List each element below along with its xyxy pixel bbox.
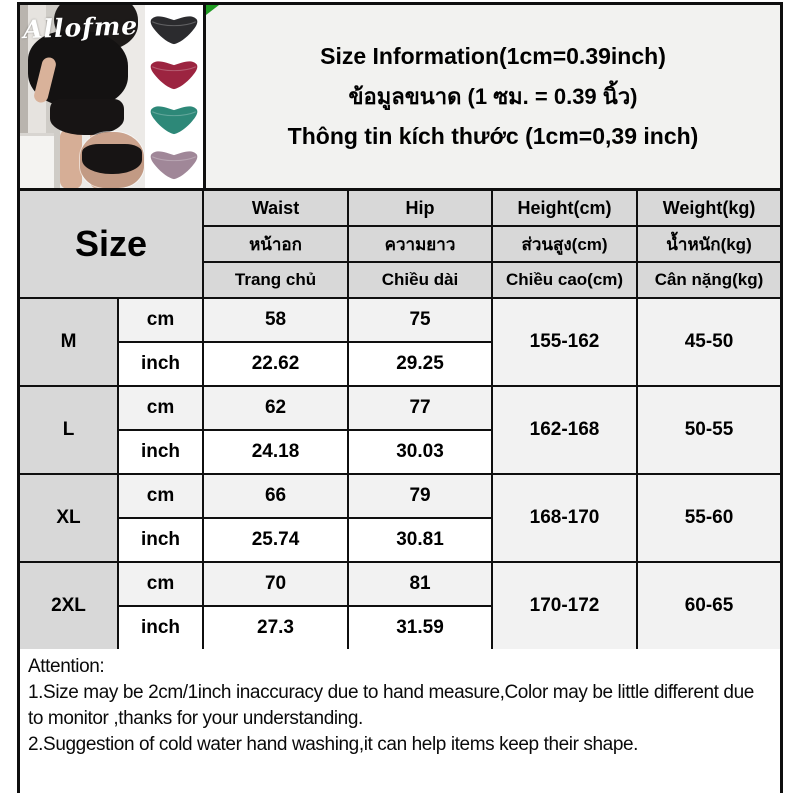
hip-inch-xl: 30.81 xyxy=(347,517,494,563)
color-swatches xyxy=(145,5,203,188)
panty-swatch-teal xyxy=(150,106,198,135)
weight-l: 50-55 xyxy=(636,385,781,475)
black-lace-panty xyxy=(50,99,124,135)
col-header-hip-th: ความยาว xyxy=(347,225,494,263)
hip-cm-l: 77 xyxy=(347,385,494,431)
col-header-height-vi: Chiều cao(cm) xyxy=(491,261,639,299)
col-header-weight-vi: Cân nặng(kg) xyxy=(636,261,781,299)
panty-swatch-mauve xyxy=(150,151,198,180)
col-header-waist-vi: Trang chủ xyxy=(202,261,350,299)
col-header-height-th: ส่วนสูง(cm) xyxy=(491,225,639,263)
product-photo: Allofme xyxy=(20,5,206,188)
header-row-en: Size Waist Hip Height(cm) Weight(kg) xyxy=(20,191,781,299)
hip-inch-l: 30.03 xyxy=(347,429,494,475)
hip-cm-2xl: 81 xyxy=(347,561,494,607)
green-corner-marker xyxy=(206,5,219,15)
col-header-waist: Waist xyxy=(202,191,350,227)
col-header-hip-vi: Chiều dài xyxy=(347,261,494,299)
kitchen-counter xyxy=(20,133,54,188)
hip-cm-m: 75 xyxy=(347,297,494,343)
content-frame: Allofme xyxy=(17,2,783,800)
waist-inch-xl: 25.74 xyxy=(202,517,350,563)
height-l: 162-168 xyxy=(491,385,639,475)
size-header-cell: Size xyxy=(20,191,205,299)
hip-inch-m: 29.25 xyxy=(347,341,494,387)
model-leg xyxy=(60,129,82,188)
size-info-title-block: Size Information(1cm=0.39inch) ข้อมูลขนา… xyxy=(206,5,780,188)
header-row-th: หน้าอก ความยาว ส่วนสูง(cm) น้ำหนัก(kg) xyxy=(20,225,781,263)
waist-cm-xl: 66 xyxy=(202,473,350,519)
col-header-weight: Weight(kg) xyxy=(636,191,781,227)
unit-inch: inch xyxy=(116,429,205,475)
height-xl: 168-170 xyxy=(491,473,639,563)
unit-cm: cm xyxy=(116,297,205,343)
unit-cm: cm xyxy=(116,385,205,431)
row-l-cm: L cm 62 77 162-168 50-55 xyxy=(20,385,781,475)
title-vietnamese: Thông tin kích thước (1cm=0,39 inch) xyxy=(287,123,699,149)
hip-cm-xl: 79 xyxy=(347,473,494,519)
attention-note-2: 2.Suggestion of cold water hand washing,… xyxy=(28,734,639,755)
unit-inch: inch xyxy=(116,341,205,387)
unit-inch: inch xyxy=(116,605,205,649)
panty-swatch-burgundy xyxy=(150,61,198,90)
attention-notes: Attention: 1.Size may be 2cm/1inch inacc… xyxy=(20,649,780,800)
weight-2xl: 60-65 xyxy=(636,561,781,649)
model-photo: Allofme xyxy=(20,5,145,188)
black-lace-panty-back xyxy=(82,144,142,174)
col-header-waist-th: หน้าอก xyxy=(202,225,350,263)
brand-logo: Allofme xyxy=(22,11,139,45)
weight-m: 45-50 xyxy=(636,297,781,387)
waist-inch-2xl: 27.3 xyxy=(202,605,350,649)
title-thai: ข้อมูลขนาด (1 ซม. = 0.39 นิ้ว) xyxy=(348,84,638,109)
size-label-m: M xyxy=(20,297,119,387)
col-header-hip: Hip xyxy=(347,191,494,227)
waist-cm-l: 62 xyxy=(202,385,350,431)
unit-cm: cm xyxy=(116,561,205,607)
row-2xl-inch: inch 27.3 31.59 xyxy=(20,605,780,649)
top-section: Allofme xyxy=(20,5,780,191)
row-2xl-cm: 2XL cm 70 81 170-172 60-65 xyxy=(20,561,781,649)
size-label-xl: XL xyxy=(20,473,119,563)
col-header-height: Height(cm) xyxy=(491,191,639,227)
size-label-l: L xyxy=(20,385,119,475)
waist-cm-2xl: 70 xyxy=(202,561,350,607)
size-table: Size Waist Hip Height(cm) Weight(kg) หน้… xyxy=(20,191,781,649)
title-english: Size Information(1cm=0.39inch) xyxy=(320,43,666,69)
hip-inch-2xl: 31.59 xyxy=(347,605,494,649)
row-m-inch: inch 22.62 29.25 xyxy=(20,341,780,387)
waist-inch-m: 22.62 xyxy=(202,341,350,387)
height-m: 155-162 xyxy=(491,297,639,387)
waist-inch-l: 24.18 xyxy=(202,429,350,475)
row-xl-inch: inch 25.74 30.81 xyxy=(20,517,780,563)
row-l-inch: inch 24.18 30.03 xyxy=(20,429,780,475)
back-view-inset-photo xyxy=(80,132,144,188)
header-row-vi: Trang chủ Chiều dài Chiều cao(cm) Cân nặ… xyxy=(20,261,781,299)
panty-swatch-black xyxy=(150,16,198,45)
row-xl-cm: XL cm 66 79 168-170 55-60 xyxy=(20,473,781,563)
weight-xl: 55-60 xyxy=(636,473,781,563)
height-2xl: 170-172 xyxy=(491,561,639,649)
row-m-cm: M cm 58 75 155-162 45-50 xyxy=(20,297,781,387)
col-header-weight-th: น้ำหนัก(kg) xyxy=(636,225,781,263)
attention-heading: Attention: xyxy=(28,656,105,677)
unit-cm: cm xyxy=(116,473,205,519)
waist-cm-m: 58 xyxy=(202,297,350,343)
size-label-2xl: 2XL xyxy=(20,561,119,649)
attention-note-1: 1.Size may be 2cm/1inch inaccuracy due t… xyxy=(28,682,754,729)
unit-inch: inch xyxy=(116,517,205,563)
